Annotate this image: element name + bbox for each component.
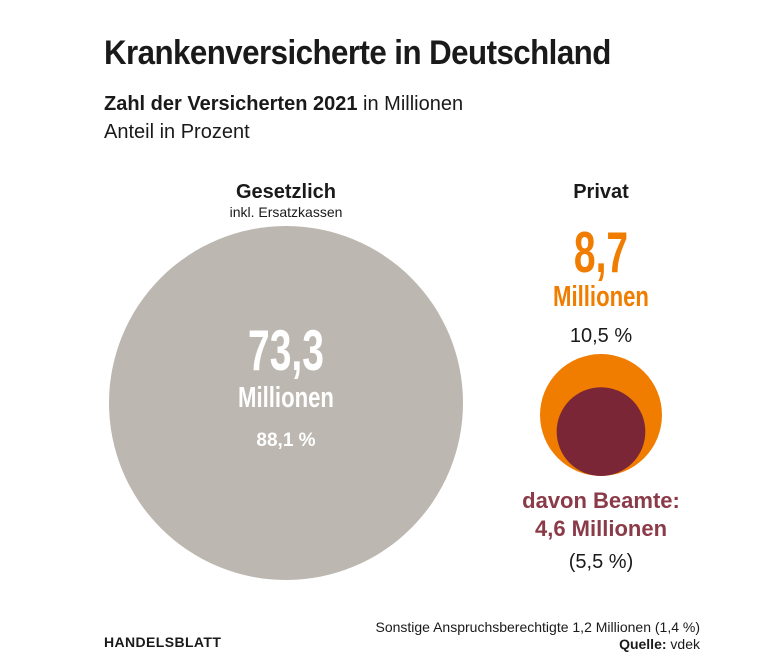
source-label: Quelle:	[619, 636, 667, 652]
gesetzlich-label: Gesetzlich	[236, 181, 336, 203]
beamte-label: davon Beamte:	[522, 488, 680, 513]
chart-subtitle: Zahl der Versicherten 2021 in Millionen …	[104, 90, 463, 146]
brand-logo: HANDELSBLATT	[104, 634, 222, 650]
gesetzlich-value: 73,3	[248, 320, 324, 383]
source-value: vdek	[670, 636, 700, 652]
privat-share: 10,5 %	[570, 325, 632, 347]
subtitle-unit: in Millionen	[363, 93, 464, 115]
footnote: Sonstige Anspruchsberechtigte 1,2 Millio…	[375, 619, 700, 635]
beamte-value: 4,6 Millionen	[535, 516, 667, 541]
source: Quelle: vdek	[375, 636, 700, 653]
subtitle-share: Anteil in Prozent	[104, 121, 250, 143]
gesetzlich-sublabel: inkl. Ersatzkassen	[230, 204, 343, 220]
gesetzlich-share: 88,1 %	[256, 430, 315, 451]
chart-title: Krankenversicherte in Deutschland	[104, 34, 611, 72]
privat-unit: Millionen	[553, 281, 649, 312]
beamte-bubble	[556, 387, 646, 476]
gesetzlich-bubble	[109, 226, 463, 580]
subtitle-bold: Zahl der Versicherten 2021	[104, 93, 358, 115]
privat-value: 8,7	[574, 222, 628, 285]
privat-label: Privat	[573, 181, 629, 203]
beamte-share: (5,5 %)	[569, 551, 633, 573]
footer-notes: Sonstige Anspruchsberechtigte 1,2 Millio…	[375, 619, 700, 653]
gesetzlich-unit: Millionen	[238, 382, 334, 413]
